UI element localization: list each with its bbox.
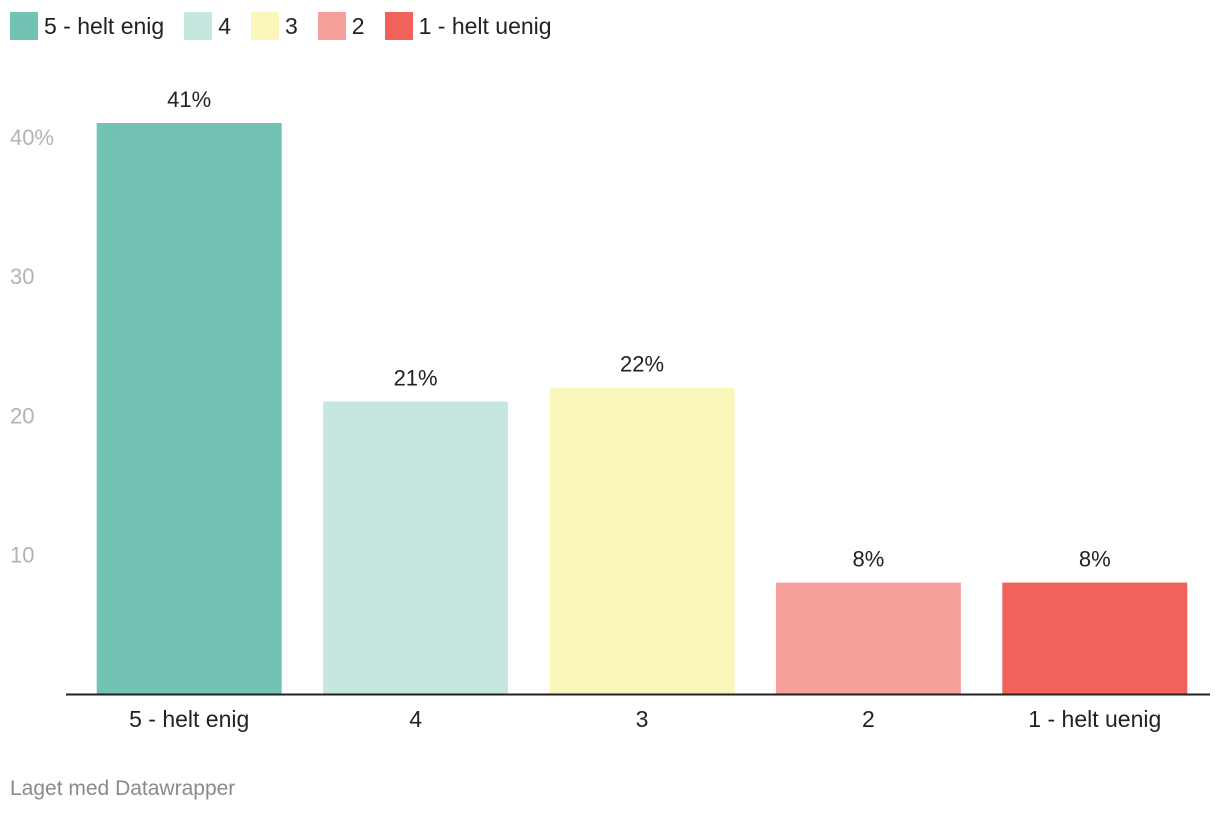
legend-item: 4 bbox=[184, 12, 231, 40]
x-tick-label: 5 - helt enig bbox=[129, 706, 249, 732]
y-tick-label: 40% bbox=[10, 125, 54, 150]
y-tick-label: 30 bbox=[10, 264, 34, 289]
x-tick-label: 1 - helt uenig bbox=[1028, 706, 1161, 732]
legend-swatch bbox=[10, 12, 38, 40]
footer-credit: Laget med Datawrapper bbox=[10, 777, 236, 800]
bar-chart: 10 20 30 40% 41% 5 - helt enig 21% 4 22% 3 8% 2 8% 1 … bbox=[10, 87, 1210, 732]
legend-label: 1 - helt uenig bbox=[418, 13, 552, 39]
bar bbox=[549, 387, 735, 694]
x-tick-label: 3 bbox=[636, 706, 649, 732]
x-tick-label: 2 bbox=[862, 706, 875, 732]
legend-swatch bbox=[384, 12, 413, 40]
bar bbox=[1002, 582, 1188, 694]
legend-swatch bbox=[184, 12, 213, 40]
legend-item: 3 bbox=[251, 12, 298, 40]
bar-value-label: 41% bbox=[167, 87, 211, 112]
bar bbox=[323, 401, 509, 694]
chart-legend: 5 - helt enig 4 3 2 1 - helt uenig bbox=[10, 12, 572, 40]
legend-item: 2 bbox=[317, 12, 365, 40]
bar-value-label: 21% bbox=[394, 366, 438, 391]
legend-swatch bbox=[317, 12, 346, 40]
legend-item: 1 - helt uenig bbox=[384, 12, 552, 40]
legend-label: 5 - helt enig bbox=[44, 13, 165, 39]
bar bbox=[775, 582, 961, 694]
legend-swatch bbox=[251, 12, 279, 40]
x-tick-label: 4 bbox=[409, 706, 422, 732]
bar-value-label: 22% bbox=[620, 352, 664, 377]
legend-item: 5 - helt enig bbox=[10, 12, 164, 40]
legend-label: 2 bbox=[351, 13, 365, 39]
bar-value-label: 8% bbox=[1079, 547, 1111, 572]
bar bbox=[96, 123, 282, 694]
y-tick-label: 10 bbox=[10, 543, 34, 568]
bar-value-label: 8% bbox=[853, 547, 885, 572]
legend-label: 4 bbox=[218, 13, 231, 39]
y-tick-label: 20 bbox=[10, 403, 34, 428]
legend-label: 3 bbox=[285, 13, 298, 39]
